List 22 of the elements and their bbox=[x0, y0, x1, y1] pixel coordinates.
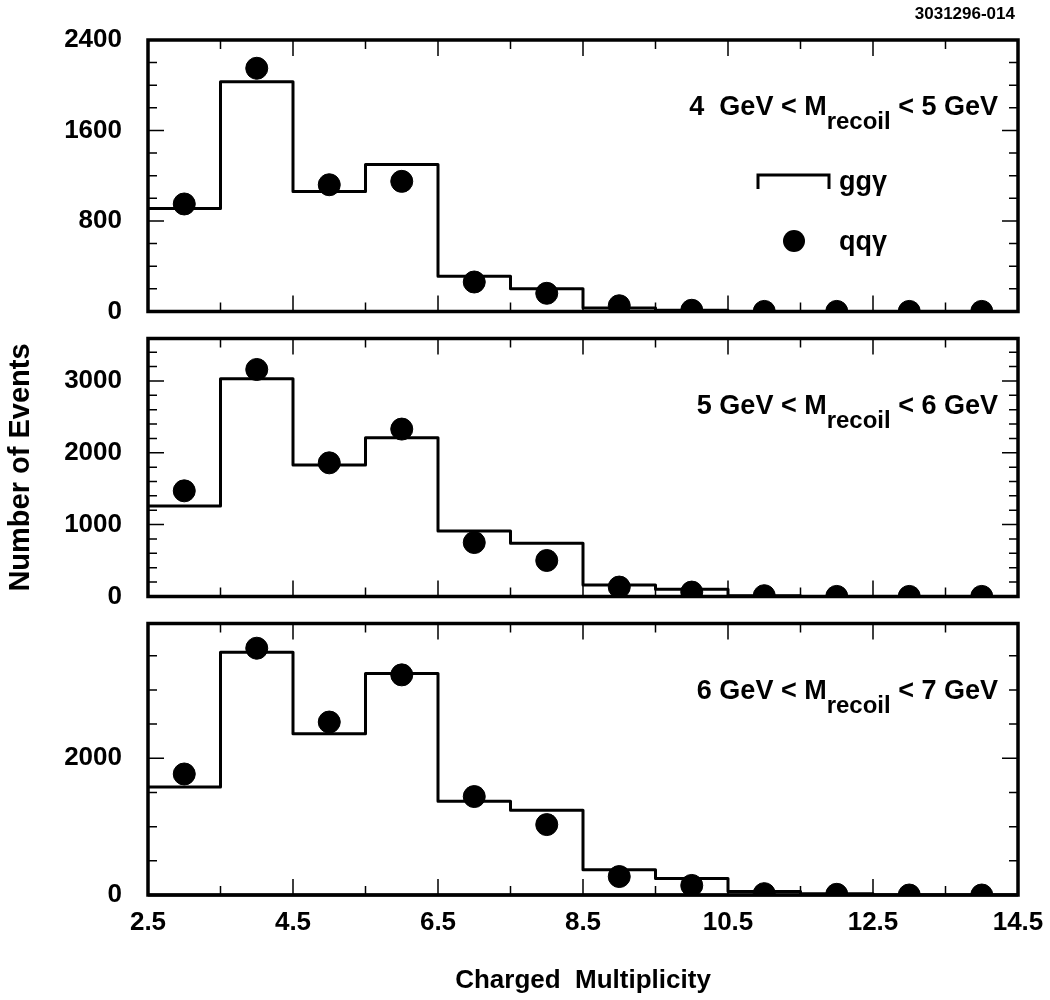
y-tick-label: 0 bbox=[107, 294, 122, 325]
x-tick-label: 14.5 bbox=[992, 905, 1044, 936]
y-tick-label: 0 bbox=[107, 579, 122, 610]
text: 3031296-014 bbox=[914, 3, 1016, 23]
y-axis-title: Number of Events bbox=[3, 343, 36, 592]
legend-label: qqγ bbox=[839, 226, 888, 257]
y-tick-label: 800 bbox=[78, 204, 122, 235]
x-tick-label: 4.5 bbox=[274, 905, 312, 936]
y-tick-label: 2400 bbox=[64, 23, 122, 54]
x-axis-title: Charged Multiplicity bbox=[455, 963, 712, 994]
y-tick-label: 2000 bbox=[64, 435, 122, 466]
y-tick-label: 2000 bbox=[64, 741, 122, 772]
y-tick-label: 1000 bbox=[64, 507, 122, 538]
x-tick-label: 2.5 bbox=[129, 905, 167, 936]
y-tick-label: 0 bbox=[107, 878, 122, 909]
y-tick-label: 1600 bbox=[64, 113, 122, 144]
legend-label: ggγ bbox=[839, 166, 888, 197]
x-tick-label: 10.5 bbox=[702, 905, 754, 936]
x-tick-label: 8.5 bbox=[564, 905, 602, 936]
x-tick-label: 6.5 bbox=[419, 905, 457, 936]
x-tick-label: 12.5 bbox=[847, 905, 899, 936]
y-tick-label: 3000 bbox=[64, 364, 122, 395]
